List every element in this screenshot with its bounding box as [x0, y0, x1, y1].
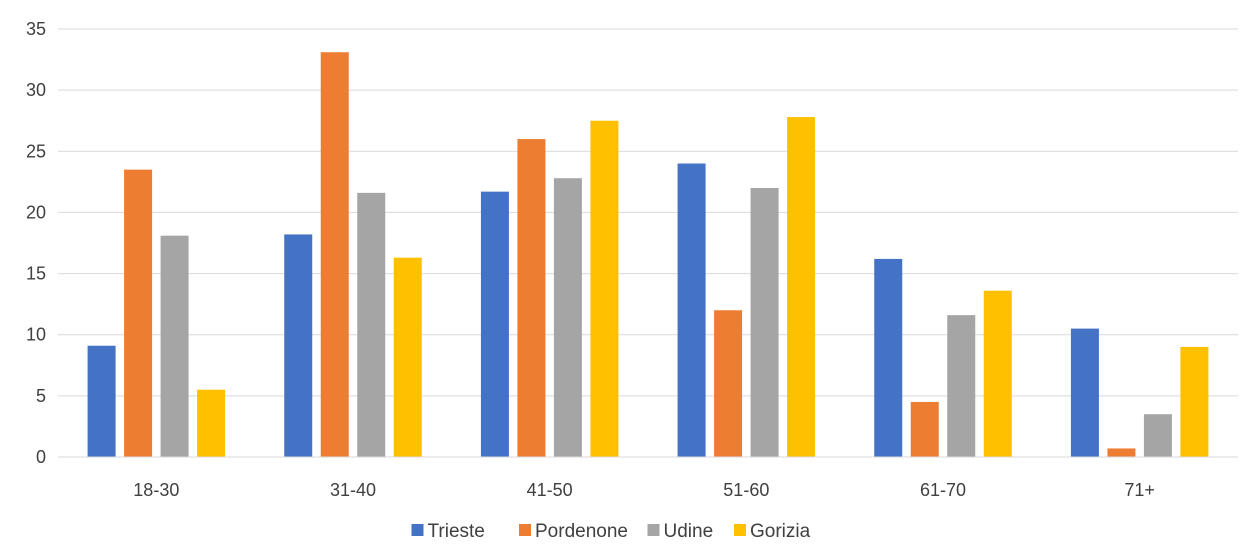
bar-udine-31-40 [357, 192, 386, 457]
legend-item-gorizia: Gorizia [734, 521, 811, 542]
bar-udine-61-70 [947, 315, 976, 457]
bar-pordenone-18-30 [124, 169, 153, 457]
bar-gorizia-71+ [1180, 346, 1209, 457]
legend-swatch [647, 524, 660, 536]
bar-udine-18-30 [160, 235, 189, 457]
y-tick-label: 5 [36, 386, 46, 406]
bar-trieste-61-70 [874, 258, 903, 457]
bar-gorizia-51-60 [787, 117, 816, 457]
x-category-label: 31-40 [330, 480, 376, 500]
bar-pordenone-31-40 [320, 52, 349, 458]
legend-item-trieste: Trieste [411, 521, 485, 542]
legend-label: Trieste [428, 521, 485, 542]
bar-gorizia-61-70 [983, 290, 1012, 457]
y-axis-ticks: 0 5 10 15 20 25 30 35 [26, 19, 46, 467]
bar-pordenone-61-70 [910, 401, 939, 457]
legend: Trieste Pordenone Udine Gorizia [411, 521, 811, 542]
bar-udine-71+ [1143, 414, 1172, 457]
y-tick-label: 25 [26, 141, 46, 161]
legend-swatch [734, 524, 746, 536]
y-tick-label: 10 [26, 325, 46, 345]
legend-swatch [411, 524, 424, 536]
bar-pordenone-51-60 [714, 310, 743, 457]
bar-gorizia-18-30 [197, 389, 226, 457]
legend-swatch [519, 524, 531, 536]
legend-item-pordenone: Pordenone [519, 521, 628, 542]
bar-gorizia-41-50 [590, 120, 619, 457]
x-axis-categories: 18-30 31-40 41-50 51-60 61-70 71+ [133, 480, 1155, 500]
y-tick-label: 35 [26, 19, 46, 39]
legend-item-udine: Udine [647, 521, 714, 542]
bar-trieste-31-40 [284, 234, 313, 457]
legend-label: Gorizia [750, 521, 811, 542]
x-category-label: 41-50 [527, 480, 573, 500]
bar-gorizia-31-40 [393, 257, 422, 457]
y-tick-label: 0 [36, 447, 46, 467]
x-category-label: 71+ [1124, 480, 1155, 500]
y-tick-label: 20 [26, 202, 46, 222]
y-tick-label: 15 [26, 264, 46, 284]
x-category-label: 61-70 [920, 480, 966, 500]
bar-udine-41-50 [553, 178, 582, 457]
bar-trieste-51-60 [677, 163, 706, 457]
bar-trieste-18-30 [87, 345, 116, 457]
y-tick-label: 30 [26, 80, 46, 100]
gridlines [58, 28, 1238, 397]
bar-udine-51-60 [750, 187, 779, 457]
legend-label: Pordenone [535, 521, 628, 542]
legend-label: Udine [664, 521, 714, 542]
bar-pordenone-41-50 [517, 139, 546, 458]
bar-trieste-41-50 [480, 191, 509, 457]
bar-pordenone-71+ [1107, 448, 1136, 457]
bar-trieste-71+ [1070, 328, 1099, 457]
bars [87, 52, 1209, 458]
x-category-label: 51-60 [723, 480, 769, 500]
x-category-label: 18-30 [133, 480, 179, 500]
